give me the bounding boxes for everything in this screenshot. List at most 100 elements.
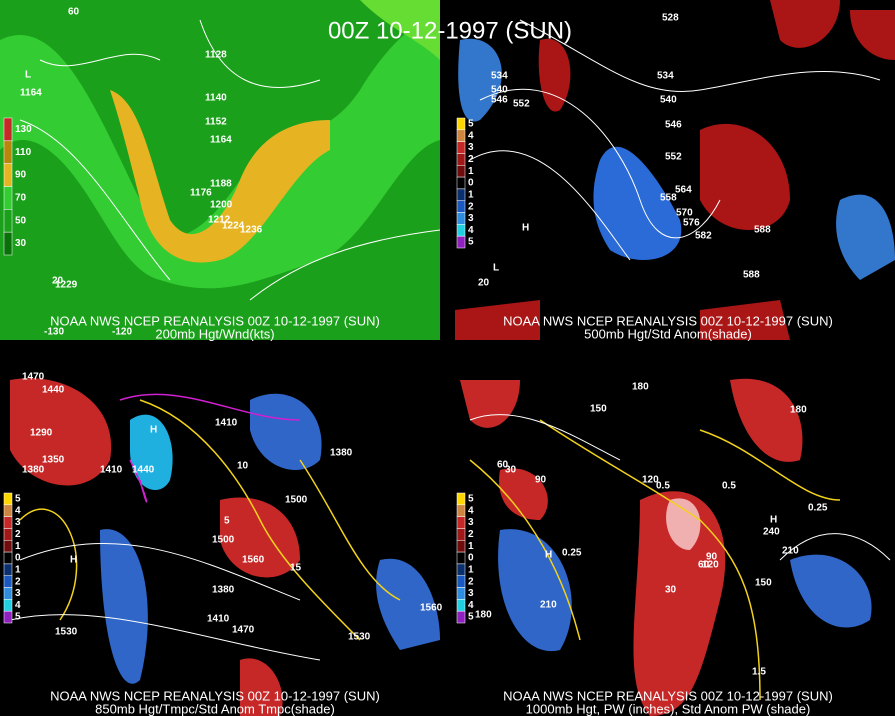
contour-label: 30 — [505, 465, 517, 476]
contour-label: 90 — [535, 475, 547, 486]
contour-label: 552 — [513, 99, 530, 110]
colorbar-label: 1 — [468, 189, 474, 200]
contour-label: 240 — [763, 527, 780, 538]
colorbar-swatch — [3, 504, 13, 517]
colorbar-label: 2 — [15, 576, 21, 587]
contour-label: 0.5 — [722, 481, 736, 492]
colorbar-label: 5 — [15, 612, 21, 623]
contour-label: 1380 — [330, 448, 353, 459]
contour-label: 30 — [665, 585, 677, 596]
contour-label: 1140 — [205, 93, 227, 104]
contour-label: 1470 — [232, 625, 255, 636]
contour-label: 1380 — [212, 585, 235, 596]
contour-label: 1530 — [55, 627, 78, 638]
contour-label: 60 — [698, 560, 710, 571]
colorbar-label: 30 — [15, 238, 27, 249]
contour-label: H — [150, 425, 157, 436]
colorbar-swatch — [3, 186, 13, 210]
colorbar-label: 2 — [468, 576, 474, 587]
colorbar-swatch — [3, 117, 13, 142]
colorbar-swatch — [456, 176, 466, 190]
contour-label: 180 — [632, 382, 649, 393]
colorbar-label: 5 — [468, 612, 474, 623]
panel-caption: 1000mb Hgt, PW (inches), Std Anom PW (sh… — [526, 701, 811, 716]
panel-200mb — [0, 0, 441, 340]
contour-label: 1.5 — [752, 667, 766, 678]
contour-label: 1224 — [222, 221, 245, 232]
colorbar-swatch — [3, 540, 13, 553]
colorbar-label: 2 — [15, 529, 21, 540]
contour-label: 558 — [660, 193, 677, 204]
colorbar-swatch — [3, 231, 13, 256]
colorbar-label: 4 — [468, 225, 474, 236]
colorbar-label: 3 — [468, 142, 474, 153]
colorbar-label: 3 — [468, 588, 474, 599]
contour-label: H — [70, 555, 77, 566]
contour-label: 1560 — [420, 603, 443, 614]
contour-label: 1152 — [205, 117, 227, 128]
contour-label: 90 — [706, 552, 718, 563]
colorbar-swatch — [3, 599, 13, 612]
colorbar-label: 3 — [15, 588, 21, 599]
contour-label: 546 — [665, 120, 682, 131]
figure-title: 00Z 10-12-1997 (SUN) — [328, 17, 572, 44]
contour-label: 0.5 — [656, 481, 670, 492]
contour-label: 1229 — [55, 280, 78, 291]
contour-label: 1212 — [208, 215, 231, 226]
contour-label: 588 — [743, 270, 760, 281]
contour-label: 20 — [52, 276, 64, 287]
colorbar-label: 70 — [15, 193, 27, 204]
colorbar-label: 2 — [468, 154, 474, 165]
contour-label: -120 — [112, 327, 132, 338]
colorbar-label: 1 — [468, 564, 474, 575]
contour-label: 1470 — [22, 372, 45, 383]
colorbar-swatch — [3, 563, 13, 576]
colorbar-swatch — [456, 141, 466, 154]
colorbar-swatch — [3, 516, 13, 529]
colorbar-swatch — [456, 165, 466, 178]
contour-label: 180 — [790, 405, 807, 416]
contour-label: 540 — [660, 95, 677, 106]
contour-label: 576 — [683, 218, 700, 229]
panel-caption: NOAA NWS NCEP REANALYSIS 00Z 10-12-1997 … — [50, 313, 380, 328]
colorbar-label: 1 — [15, 541, 21, 552]
colorbar-label: 0 — [468, 553, 474, 564]
colorbar-label: 0 — [468, 178, 474, 189]
colorbar-label: 2 — [468, 201, 474, 212]
colorbar-swatch — [456, 212, 466, 225]
panel-caption: 850mb Hgt/Tmpc/Std Anom Tmpc(shade) — [95, 701, 335, 716]
colorbar-label: 1 — [468, 541, 474, 552]
panel-caption: 200mb Hgt/Wnd(kts) — [155, 326, 274, 341]
colorbar-swatch — [3, 163, 13, 187]
contour-label: -130 — [44, 327, 64, 338]
colorbar-swatch — [456, 504, 466, 517]
panel-caption: NOAA NWS NCEP REANALYSIS 00Z 10-12-1997 … — [503, 313, 833, 328]
colorbar-label: 5 — [468, 119, 474, 130]
colorbar-label: 4 — [15, 505, 21, 516]
colorbar-swatch — [456, 563, 466, 576]
colorbar-swatch — [3, 140, 13, 164]
contour-label: L — [493, 263, 499, 274]
contour-label: 1188 — [210, 179, 232, 190]
colorbar-swatch — [456, 610, 466, 624]
colorbar-label: 3 — [468, 517, 474, 528]
colorbar-swatch — [3, 575, 13, 588]
contour-label: 20 — [478, 278, 490, 289]
contour-label: 150 — [590, 404, 607, 415]
contour-label: 1350 — [42, 455, 65, 466]
panel-1000mb — [453, 375, 895, 716]
contour-label: 1560 — [242, 555, 265, 566]
colorbar-swatch — [456, 540, 466, 553]
colorbar-swatch — [456, 224, 466, 237]
colorbar-swatch — [3, 610, 13, 624]
contour-label: 552 — [665, 152, 682, 163]
colorbar-label: 4 — [468, 600, 474, 611]
colorbar-label: 4 — [15, 600, 21, 611]
colorbar-swatch — [456, 492, 466, 506]
contour-label: 10 — [237, 461, 249, 472]
contour-label: 588 — [754, 225, 771, 236]
contour-label: 534 — [491, 71, 508, 82]
panel-caption: NOAA NWS NCEP REANALYSIS 00Z 10-12-1997 … — [503, 688, 833, 703]
colorbar-swatch — [456, 516, 466, 529]
